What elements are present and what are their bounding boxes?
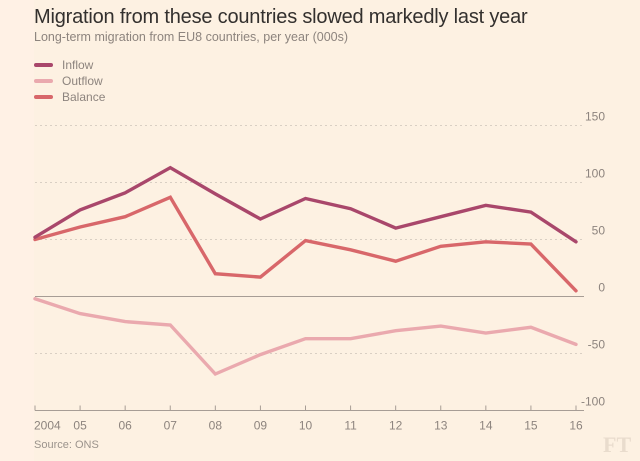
x-tick-label: 08 bbox=[209, 419, 223, 433]
x-tick-label: 12 bbox=[389, 419, 403, 433]
x-tick-label: 14 bbox=[479, 419, 493, 433]
x-tick-label: 07 bbox=[164, 419, 178, 433]
legend-swatch-inflow bbox=[34, 63, 53, 67]
legend-swatch-outflow bbox=[34, 79, 53, 83]
legend-item-inflow: Inflow bbox=[34, 57, 105, 73]
legend-label-balance: Balance bbox=[62, 90, 106, 104]
y-tick-label: -50 bbox=[588, 338, 606, 352]
x-tick-label: 2004 bbox=[34, 419, 61, 433]
y-tick-label: -100 bbox=[581, 395, 605, 409]
x-tick-label: 13 bbox=[434, 419, 448, 433]
series-lines bbox=[33, 165, 578, 377]
series-line-balance bbox=[33, 195, 578, 293]
y-tick-label: 50 bbox=[592, 224, 606, 238]
legend-label-inflow: Inflow bbox=[62, 58, 94, 72]
x-tick-label: 06 bbox=[118, 419, 132, 433]
series-line-inflow bbox=[33, 165, 578, 244]
x-tick-label: 10 bbox=[299, 419, 313, 433]
ft-logo: FT bbox=[603, 432, 632, 457]
y-tick-label: 150 bbox=[585, 110, 605, 124]
x-tick-label: 16 bbox=[569, 419, 583, 433]
legend: Inflow Outflow Balance bbox=[34, 57, 105, 105]
legend-item-outflow: Outflow bbox=[34, 73, 105, 89]
x-tick-label: 15 bbox=[524, 419, 538, 433]
legend-item-balance: Balance bbox=[34, 89, 105, 105]
legend-swatch-balance bbox=[34, 95, 53, 99]
x-tick-label: 09 bbox=[254, 419, 268, 433]
gridlines bbox=[35, 125, 584, 354]
y-tick-label: 0 bbox=[598, 281, 605, 295]
x-axis: 2004 05 06 07 08 09 10 11 12 13 14 15 16 bbox=[34, 405, 584, 433]
chart-title: Migration from these countries slowed ma… bbox=[34, 6, 528, 28]
legend-label-outflow: Outflow bbox=[62, 74, 103, 88]
y-tick-label: 100 bbox=[585, 167, 605, 181]
series-line-outflow bbox=[33, 297, 578, 377]
x-tick-label: 05 bbox=[73, 419, 87, 433]
chart-subtitle: Long-term migration from EU8 countries, … bbox=[34, 30, 349, 44]
source-note: Source: ONS bbox=[34, 439, 99, 451]
plot-background bbox=[34, 0, 640, 461]
y-axis-labels: 150 100 50 0 -50 -100 bbox=[581, 110, 605, 409]
x-tick-label: 11 bbox=[344, 419, 357, 433]
